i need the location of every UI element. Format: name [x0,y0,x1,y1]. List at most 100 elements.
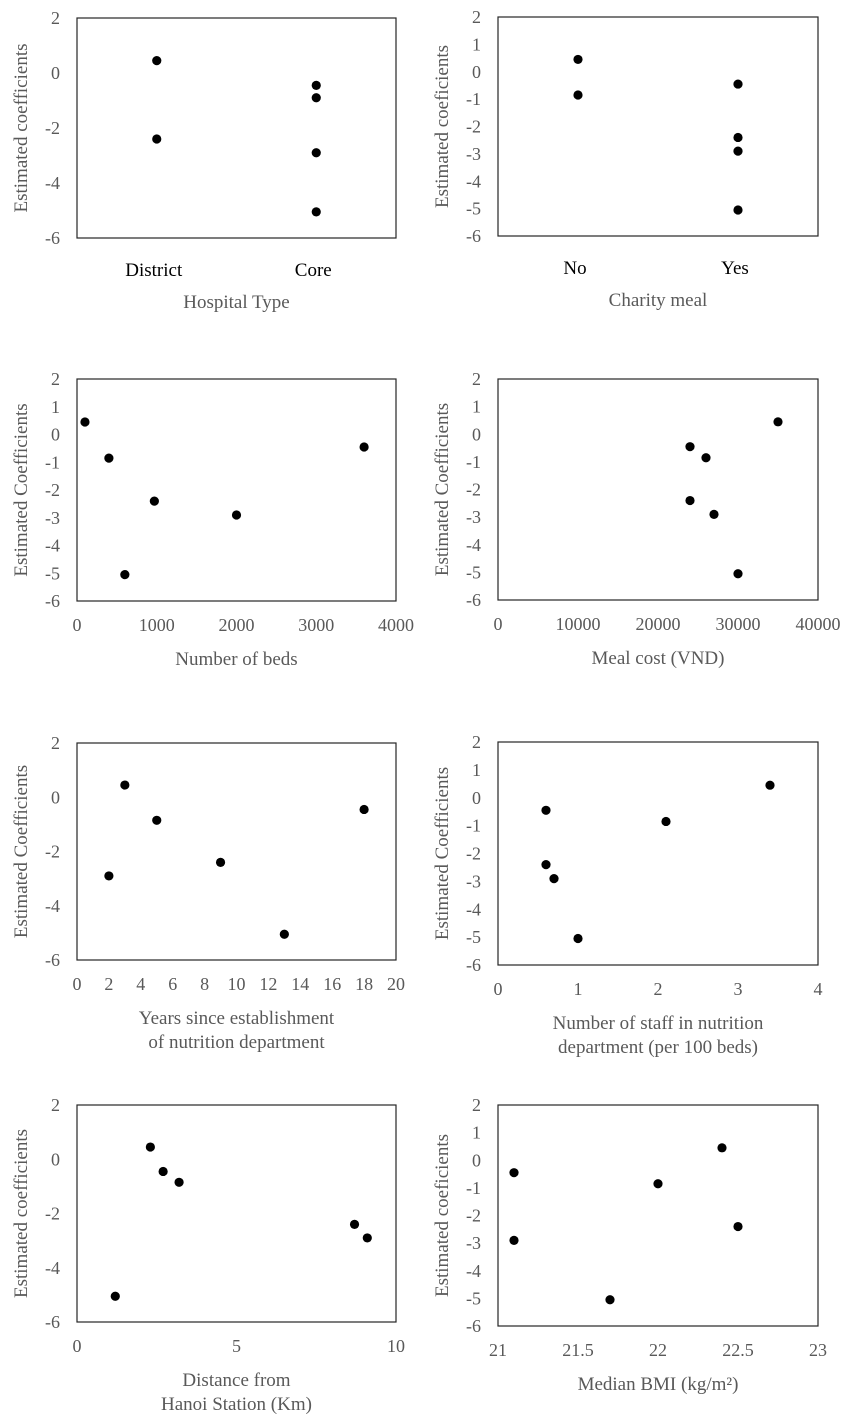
y-tick-label: 0 [472,1150,481,1170]
x-category-label: Yes [721,258,749,279]
data-point [653,1179,663,1189]
y-axis-title: Estimated coeficients [432,45,453,208]
x-tick-label: 2 [654,979,663,999]
y-tick-label: -4 [45,536,60,556]
x-axis-title: of nutrition department [148,1032,325,1053]
data-point [733,132,743,143]
y-tick-label: 2 [472,732,481,752]
y-tick-label: -6 [45,1312,60,1332]
x-tick-label: 40000 [796,614,841,634]
data-point [549,873,559,884]
data-point [685,442,695,452]
plot-area-frame [76,742,397,961]
y-axis-title: Estimated Coefficients [11,403,32,576]
data-point [349,1219,360,1229]
y-tick-label: -2 [45,480,60,500]
x-axis-title: Charity meal [609,290,708,311]
x-tick-label: 16 [323,974,341,994]
y-tick-label: -3 [466,507,481,527]
y-tick-label: -1 [45,452,60,472]
data-point [359,442,369,452]
data-point [311,80,321,90]
data-point [311,148,321,158]
y-tick-label: 2 [51,369,60,389]
x-tick-label: 3000 [298,615,334,635]
data-point [733,569,743,579]
data-point [152,134,162,144]
data-point [573,54,583,65]
data-point [573,933,583,944]
y-tick-label: -5 [45,563,60,583]
x-axis-title: Number of staff in nutrition [553,1013,764,1034]
y-tick-label: -6 [45,950,60,970]
x-tick-label: 0 [494,979,503,999]
x-tick-label: 5 [232,1336,241,1356]
y-tick-label: -1 [466,1178,481,1198]
y-tick-label: -1 [466,816,481,836]
y-tick-label: 1 [472,1123,481,1143]
data-point [158,1166,168,1177]
data-point [509,1235,519,1245]
y-tick-label: -5 [466,562,481,582]
x-tick-label: 21.5 [562,1340,594,1360]
chart-number-of-beds: 2 1 0 -1 -2 -3 -4 -5 -6 Estimated Coefficients 0 10… [11,369,414,670]
y-tick-label: -4 [45,1258,60,1278]
data-point [362,1233,372,1243]
data-point [509,1168,519,1178]
data-point [661,816,671,827]
y-tick-label: -3 [466,1233,481,1253]
plot-area-frame [76,378,397,602]
y-tick-label: -2 [466,844,481,864]
data-point [110,1291,120,1301]
chart-hospital-type: 2 0 -2 -4 -6 Estimated coefficients District Co… [11,8,397,313]
y-tick-label: -2 [466,1206,481,1226]
data-point [733,79,743,89]
y-axis-title: Estimated Coefficients [432,767,453,940]
y-tick-label: -3 [45,508,60,528]
y-tick-label: -3 [466,871,481,891]
y-axis-title: Estimated coefficients [11,1129,32,1298]
x-tick-label: 6 [168,974,177,994]
x-axis-title: Hospital Type [183,292,290,313]
x-tick-label: 10000 [556,614,601,634]
x-axis-title: department (per 100 beds) [558,1037,758,1058]
y-tick-label: 1 [472,397,481,417]
y-tick-label: 0 [472,788,481,808]
y-tick-label: -4 [466,1261,481,1281]
y-tick-label: -6 [466,955,481,975]
x-category-label: District [125,260,183,281]
x-axis-title: Number of beds [175,649,297,670]
x-tick-label: 20000 [636,614,681,634]
y-tick-label: -6 [466,1316,481,1336]
x-category-label: Core [295,260,332,281]
y-tick-label: 2 [472,7,481,27]
plot-area-frame [497,16,819,237]
data-point [152,56,162,66]
data-point [149,496,159,506]
x-tick-label: 21 [489,1340,507,1360]
data-point [709,509,719,519]
y-tick-label: 1 [472,34,481,54]
y-tick-label: 0 [51,425,60,445]
chart-distance-hanoi: 2 0 -2 -4 -6 Estimated coefficients 0 5 10 Distan… [11,1095,405,1414]
plot-area-frame [497,1104,819,1327]
y-tick-label: 1 [472,760,481,780]
x-tick-label: 1000 [139,615,175,635]
plot-area-frame [76,1104,397,1323]
y-tick-label: 0 [472,62,481,82]
x-tick-label: 20 [387,974,405,994]
data-point [573,90,583,100]
x-axis-title: Hanoi Station (Km) [161,1394,312,1414]
data-point [701,453,711,463]
y-tick-label: 0 [472,424,481,444]
x-tick-label: 4000 [378,615,414,635]
x-tick-label: 12 [259,974,277,994]
y-tick-label: 2 [51,1095,60,1115]
x-tick-label: 1 [574,979,583,999]
y-tick-label: -4 [45,896,60,916]
x-axis-title: Distance from [182,1370,290,1391]
data-point [541,805,551,815]
data-point [104,453,114,463]
